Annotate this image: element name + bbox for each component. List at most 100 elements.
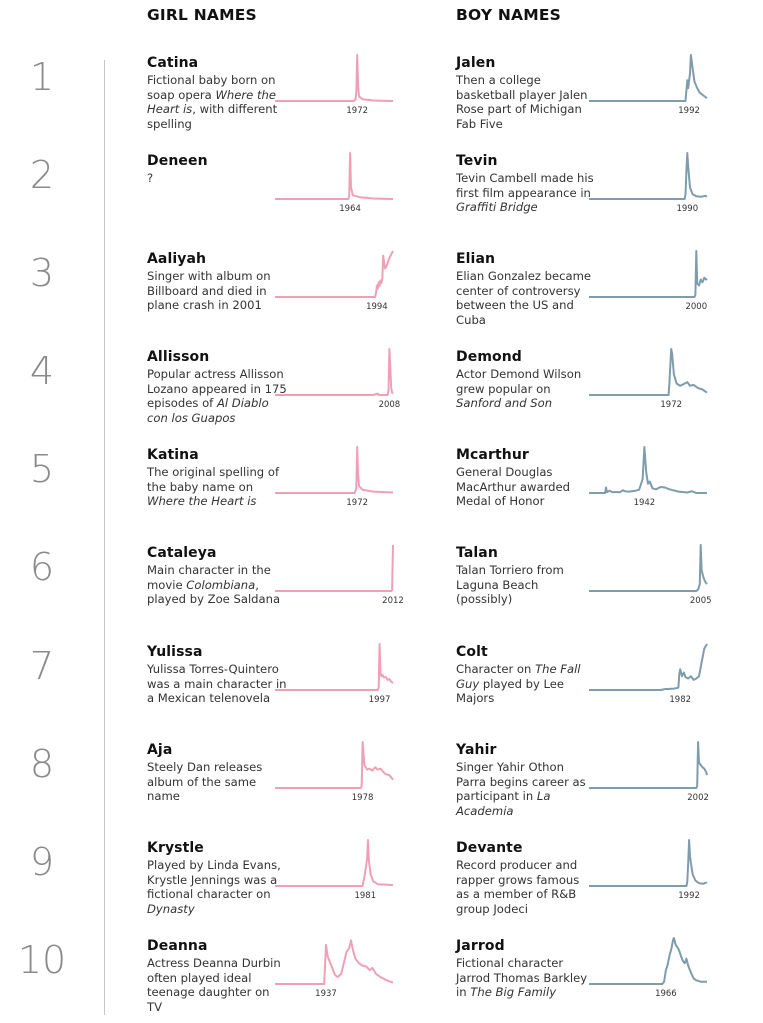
baby-name: Tevin xyxy=(456,153,498,169)
description-text: Fictional character Jarrod Thomas Barkle… xyxy=(456,956,588,1000)
title-text: Colombiana xyxy=(186,577,256,592)
sparkline-series xyxy=(275,54,394,102)
sparkline-series xyxy=(275,741,394,789)
girls-name-entry: Catina Fictional baby born on soap opera … xyxy=(147,55,447,131)
girls-name-entry: Cataleya Main character in the movie Colo… xyxy=(147,545,447,607)
rank-number: 8 xyxy=(29,742,55,786)
name-origin-description: Singer with album on Billboard and died … xyxy=(147,269,287,313)
popularity-sparkline: 1978 xyxy=(275,741,394,803)
name-origin-description: Singer Yahir Othon Parra begins career a… xyxy=(456,760,596,818)
spike-year-label: 1982 xyxy=(669,695,691,705)
sparkline-series xyxy=(275,643,394,691)
girl-names-header: GIRL NAMES xyxy=(147,6,257,24)
name-origin-description: Talan Torriero from Laguna Beach (possib… xyxy=(456,563,596,607)
sparkline-series xyxy=(589,937,707,985)
sparkline-series xyxy=(589,54,708,102)
popularity-sparkline: 1997 xyxy=(275,643,394,705)
description-text: , played by Zoe Saldana xyxy=(147,577,281,607)
sparkline-series xyxy=(589,152,708,200)
spike-year-label: 2012 xyxy=(382,596,404,606)
title-text: Graffiti Bridge xyxy=(456,200,538,215)
popularity-sparkline: 1966 xyxy=(589,937,707,999)
description-text: General Douglas MacArthur awarded Medal … xyxy=(456,465,570,509)
name-origin-description: Then a college basketball player Jalen R… xyxy=(456,73,596,131)
rank-number: 3 xyxy=(29,251,55,295)
description-text: Elian Gonzalez became center of controve… xyxy=(456,269,592,327)
description-text: ? xyxy=(147,171,154,185)
spike-year-label: 1964 xyxy=(339,204,361,214)
name-origin-description: The original spelling of the baby name o… xyxy=(147,465,287,509)
sparkline-series xyxy=(589,348,708,396)
popularity-sparkline: 2002 xyxy=(589,741,709,803)
rank-number: 7 xyxy=(29,644,55,688)
sparkline-series xyxy=(275,446,394,494)
baby-name: Catina xyxy=(147,55,199,71)
spike-year-label: 2002 xyxy=(687,793,709,803)
sparkline-series xyxy=(275,348,394,396)
description-text: Singer with album on Billboard and died … xyxy=(147,269,271,313)
boys-name-entry: Talan Talan Torriero from Laguna Beach (p… xyxy=(456,545,756,607)
description-text: Singer Yahir Othon Parra begins career a… xyxy=(456,760,586,804)
spike-year-label: 1978 xyxy=(352,793,374,803)
spike-year-label: 1937 xyxy=(315,989,337,999)
boys-name-entry: Yahir Singer Yahir Othon Parra begins car… xyxy=(456,742,756,818)
baby-name: Allisson xyxy=(147,349,210,365)
sparkline-series xyxy=(589,544,708,592)
popularity-sparkline: 1964 xyxy=(275,152,394,214)
title-text: La Academia xyxy=(456,789,551,818)
title-text: Sanford and Son xyxy=(456,396,553,411)
rank-number: 6 xyxy=(29,545,55,589)
name-origin-description: Actress Deanna Durbin often played ideal… xyxy=(147,956,287,1014)
name-origin-description: Main character in the movie Colombiana, … xyxy=(147,563,287,607)
rank-number: 9 xyxy=(29,840,55,884)
popularity-sparkline: 1972 xyxy=(275,54,394,116)
popularity-sparkline: 1994 xyxy=(275,250,394,312)
title-text: Where the Heart is xyxy=(147,494,257,509)
rank-number: 1 xyxy=(29,55,55,99)
sparkline-series xyxy=(589,839,708,887)
girls-name-entry: Aaliyah Singer with album on Billboard an… xyxy=(147,251,447,313)
boys-name-entry: Colt Character on The Fall Guy played by … xyxy=(456,644,756,706)
name-origin-description: Character on The Fall Guy played by Lee … xyxy=(456,662,596,706)
spike-year-label: 2008 xyxy=(379,400,401,410)
name-origin-description: General Douglas MacArthur awarded Medal … xyxy=(456,465,596,509)
name-origin-description: Yulissa Torres-Quintero was a main chara… xyxy=(147,662,287,706)
baby-name: Elian xyxy=(456,251,496,267)
name-origin-description: Elian Gonzalez became center of controve… xyxy=(456,269,596,327)
popularity-sparkline: 2012 xyxy=(275,544,404,606)
baby-name: Deneen xyxy=(147,153,208,169)
baby-name: Jarrod xyxy=(456,938,505,954)
name-origin-description: Fictional baby born on soap opera Where … xyxy=(147,73,287,131)
name-origin-description: Steely Dan releases album of the same na… xyxy=(147,760,287,804)
sparkline-series xyxy=(589,250,708,298)
description-text: Actress Deanna Durbin often played ideal… xyxy=(147,956,281,1014)
baby-name: Cataleya xyxy=(147,545,217,561)
popularity-sparkline: 1990 xyxy=(589,152,708,214)
name-origin-description: Record producer and rapper grows famous … xyxy=(456,858,596,916)
name-origin-description: Actor Demond Wilson grew popular on Sanf… xyxy=(456,367,596,411)
rank-number: 5 xyxy=(29,447,55,491)
title-text: The Fall Guy xyxy=(456,662,581,691)
sparkline-series xyxy=(275,152,394,200)
spike-year-label: 1992 xyxy=(678,106,700,116)
description-text: Record producer and rapper grows famous … xyxy=(456,858,580,916)
baby-name: Mcarthur xyxy=(456,447,529,463)
baby-name: Devante xyxy=(456,840,523,856)
girls-name-entry: Krystle Played by Linda Evans, Krystle Je… xyxy=(147,840,447,916)
spike-year-label: 1981 xyxy=(354,891,376,901)
description-text: Character on xyxy=(456,662,536,676)
sparkline-series xyxy=(275,544,394,592)
boys-name-entry: Elian Elian Gonzalez became center of con… xyxy=(456,251,756,327)
rank-number: 10 xyxy=(17,938,67,982)
spike-year-label: 1972 xyxy=(660,400,682,410)
popularity-sparkline: 1972 xyxy=(589,348,708,410)
popularity-sparkline: 2008 xyxy=(275,348,401,410)
girls-name-entry: Deneen? xyxy=(147,153,447,186)
girls-name-entry: Yulissa Yulissa Torres-Quintero was a mai… xyxy=(147,644,447,706)
popularity-sparkline: 1992 xyxy=(589,839,708,901)
rank-number: 4 xyxy=(29,349,55,393)
description-text: Yulissa Torres-Quintero was a main chara… xyxy=(147,662,287,706)
description-text: , with different spelling xyxy=(147,102,278,131)
title-text: Where the Heart is xyxy=(147,87,276,117)
popularity-sparkline: 1972 xyxy=(275,446,394,508)
